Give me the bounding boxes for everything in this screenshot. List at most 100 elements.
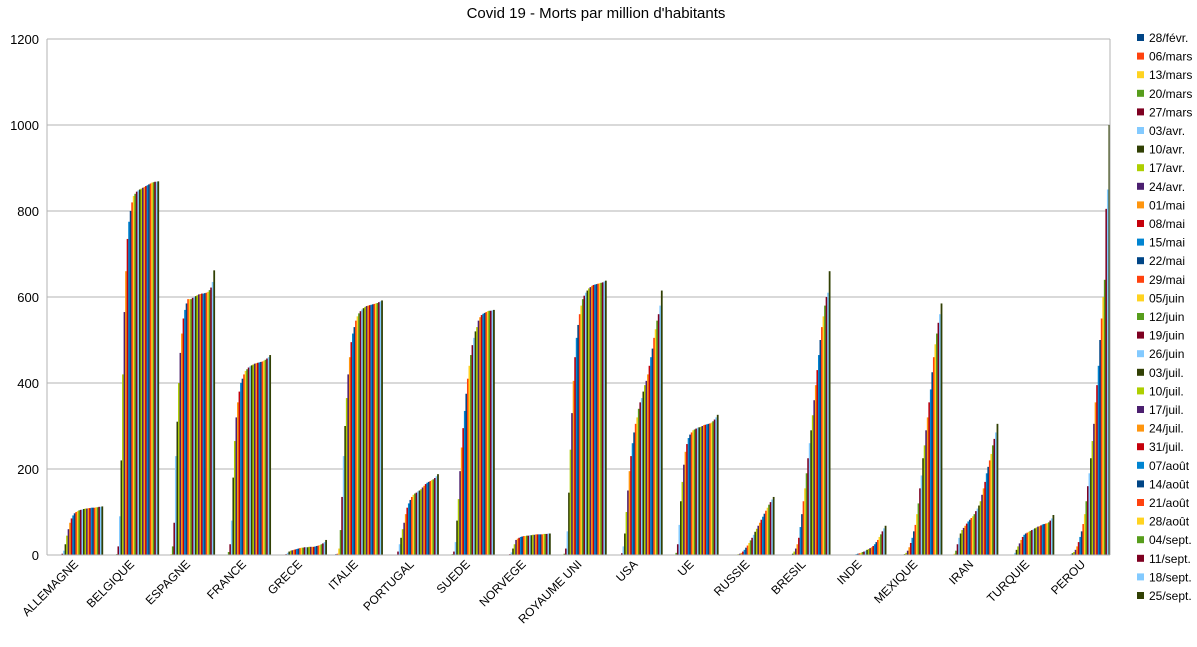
bar	[797, 544, 799, 555]
bar	[295, 549, 297, 555]
bar	[302, 548, 304, 555]
bar	[397, 552, 399, 555]
bar	[1099, 340, 1101, 555]
bar	[624, 534, 626, 556]
bar	[544, 534, 546, 555]
legend-label: 08/mai	[1149, 217, 1185, 231]
bar	[593, 285, 595, 555]
bar	[1105, 209, 1107, 555]
legend-label: 20/mars	[1149, 87, 1192, 101]
bar	[406, 508, 408, 555]
bar	[150, 183, 152, 555]
legend-swatch	[1137, 220, 1144, 227]
bar	[1025, 534, 1027, 556]
bar	[591, 286, 593, 555]
legend-swatch	[1137, 555, 1144, 562]
bar	[257, 363, 259, 555]
bar	[816, 370, 818, 555]
bar	[213, 270, 215, 555]
bar	[234, 441, 236, 555]
bar	[405, 514, 407, 555]
bar	[183, 319, 185, 556]
chart-title: Covid 19 - Morts par million d'habitants	[467, 5, 726, 22]
bar	[715, 417, 717, 555]
bar	[239, 392, 241, 555]
bar	[768, 505, 770, 555]
legend-swatch	[1137, 536, 1144, 543]
bar	[100, 507, 102, 555]
bar	[1092, 441, 1094, 555]
legend-label: 13/mars	[1149, 68, 1192, 82]
bar	[709, 423, 711, 555]
bar	[81, 509, 83, 555]
bar	[517, 539, 519, 555]
bar	[910, 543, 912, 555]
legend-label: 14/août	[1149, 477, 1190, 491]
bar	[636, 417, 638, 555]
bar	[520, 537, 522, 555]
bar	[131, 202, 133, 555]
legend-label: 18/sept.	[1149, 570, 1192, 584]
bar	[346, 398, 348, 555]
bar	[88, 508, 90, 555]
x-tick-label: PORTUGAL	[360, 557, 417, 614]
bar	[151, 183, 153, 555]
legend-swatch	[1137, 350, 1144, 357]
bar	[305, 547, 307, 555]
bar	[472, 345, 474, 555]
bar	[314, 546, 316, 555]
legend-swatch	[1137, 127, 1144, 134]
bar	[573, 381, 575, 555]
bar	[691, 432, 693, 555]
bar	[492, 310, 494, 555]
bar	[437, 474, 439, 555]
bar	[524, 536, 526, 555]
x-tick-label: PEROU	[1048, 557, 1088, 597]
bar	[907, 551, 909, 555]
bar	[757, 526, 759, 555]
bar	[130, 211, 132, 555]
bar	[316, 546, 318, 555]
bar	[91, 508, 93, 555]
bar	[587, 291, 589, 555]
bar	[1085, 501, 1087, 555]
bar	[237, 402, 239, 555]
bar	[824, 306, 826, 555]
bar	[1036, 527, 1038, 555]
bar	[296, 549, 298, 555]
bar	[1098, 366, 1100, 555]
bar	[958, 538, 960, 555]
bar	[927, 417, 929, 555]
bar	[470, 355, 472, 555]
bar	[742, 552, 744, 555]
bar	[246, 369, 248, 555]
bar	[464, 411, 466, 555]
bar	[459, 471, 461, 555]
bar	[1030, 531, 1032, 555]
bar	[994, 439, 996, 555]
bar	[134, 194, 136, 555]
bar	[1082, 524, 1084, 555]
bar	[1016, 550, 1018, 555]
bar	[678, 525, 680, 555]
legend-swatch	[1137, 108, 1144, 115]
bar	[74, 513, 76, 555]
bar	[981, 495, 983, 555]
bar	[402, 529, 404, 555]
bar	[178, 383, 180, 555]
bar	[476, 327, 478, 555]
bar	[795, 549, 797, 555]
bar	[175, 456, 177, 555]
bar	[400, 538, 402, 555]
bar	[1095, 402, 1097, 555]
bar	[1022, 537, 1024, 555]
legend-swatch	[1137, 592, 1144, 599]
bar	[565, 549, 567, 555]
bar	[568, 493, 570, 555]
legend-label: 10/avr.	[1149, 143, 1185, 157]
bar	[240, 383, 242, 555]
bar	[767, 508, 769, 555]
bar	[206, 293, 208, 555]
bar	[293, 550, 295, 555]
bar	[596, 284, 598, 555]
